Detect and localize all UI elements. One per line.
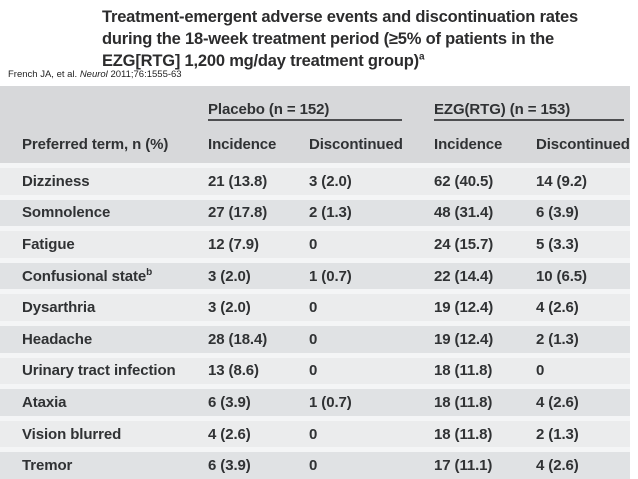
column-header-row: Preferred term, n (%) Incidence Disconti… xyxy=(0,126,630,163)
value-cell: 10 (6.5) xyxy=(536,267,587,285)
term-cell: Fatigue xyxy=(22,235,75,253)
table-row: Urinary tract infection 13 (8.6) 0 18 (1… xyxy=(0,352,630,385)
col-header-preferred-term: Preferred term, n (%) xyxy=(22,136,169,153)
term-cell: Ataxia xyxy=(22,393,67,411)
value-cell: 2 (1.3) xyxy=(536,425,579,443)
group-header-ezg: EZG(RTG) (n = 153) xyxy=(434,100,571,118)
value-cell: 22 (14.4) xyxy=(434,267,494,285)
term-cell: Confusional stateb xyxy=(22,267,153,285)
value-cell: 24 (15.7) xyxy=(434,235,494,253)
value-cell: 48 (31.4) xyxy=(434,204,494,222)
value-cell: 5 (3.3) xyxy=(536,235,579,253)
ezg-underline xyxy=(434,119,624,121)
value-cell: 1 (0.7) xyxy=(309,393,352,411)
value-cell: 0 xyxy=(309,457,318,475)
table-row: Dysarthria 3 (2.0) 0 19 (12.4) 4 (2.6) xyxy=(0,289,630,321)
slide-title: Treatment-emergent adverse events and di… xyxy=(102,6,578,72)
value-cell: 0 xyxy=(309,362,318,380)
title-line-2: during the 18-week treatment period (≥5%… xyxy=(102,30,554,48)
value-cell: 6 (3.9) xyxy=(208,393,251,411)
value-cell: 2 (1.3) xyxy=(309,204,352,222)
value-cell: 2 (1.3) xyxy=(536,330,579,348)
term-cell: Dysarthria xyxy=(22,299,96,317)
value-cell: 18 (11.8) xyxy=(434,393,493,411)
col-header-placebo-incidence: Incidence xyxy=(208,136,277,153)
value-cell: 4 (2.6) xyxy=(536,457,579,475)
value-cell: 62 (40.5) xyxy=(434,172,494,190)
col-header-ezg-discontinued: Discontinued xyxy=(536,136,630,153)
value-cell: 18 (11.8) xyxy=(434,362,493,380)
table-row: Tremor 6 (3.9) 0 17 (11.1) 4 (2.6) xyxy=(0,447,630,479)
value-cell: 6 (3.9) xyxy=(536,204,579,222)
footnote-marker-b: b xyxy=(146,267,153,278)
value-cell: 1 (0.7) xyxy=(309,267,352,285)
term-cell: Vision blurred xyxy=(22,425,122,443)
term-cell: Somnolence xyxy=(22,204,111,222)
value-cell: 0 xyxy=(309,425,318,443)
adverse-events-table: Placebo (n = 152) EZG(RTG) (n = 153) Pre… xyxy=(0,86,630,479)
value-cell: 3 (2.0) xyxy=(208,267,251,285)
journal-name: Neurol xyxy=(79,69,108,80)
value-cell: 19 (12.4) xyxy=(434,330,494,348)
table-row: Headache 28 (18.4) 0 19 (12.4) 2 (1.3) xyxy=(0,320,630,353)
title-line-1: Treatment-emergent adverse events and di… xyxy=(102,8,579,26)
table-body: Dizziness 21 (13.8) 3 (2.0) 62 (40.5) 14… xyxy=(0,163,630,479)
value-cell: 6 (3.9) xyxy=(208,457,251,475)
table-row: Ataxia 6 (3.9) 1 (0.7) 18 (11.8) 4 (2.6) xyxy=(0,384,630,416)
title-footnote-marker: a xyxy=(418,51,425,63)
table-row: Confusional stateb 3 (2.0) 1 (0.7) 22 (1… xyxy=(0,257,630,290)
value-cell: 0 xyxy=(309,330,318,348)
value-cell: 0 xyxy=(536,362,545,380)
table-row: Somnolence 27 (17.8) 2 (1.3) 48 (31.4) 6… xyxy=(0,194,630,227)
value-cell: 13 (8.6) xyxy=(208,362,259,380)
term-cell: Urinary tract infection xyxy=(22,362,176,380)
value-cell: 4 (2.6) xyxy=(208,425,251,443)
term-cell: Dizziness xyxy=(22,172,90,190)
value-cell: 12 (7.9) xyxy=(208,235,259,253)
placebo-underline xyxy=(208,119,402,121)
table-row: Fatigue 12 (7.9) 0 24 (15.7) 5 (3.3) xyxy=(0,226,630,258)
group-header-placebo: Placebo (n = 152) xyxy=(208,100,330,118)
table-row: Dizziness 21 (13.8) 3 (2.0) 62 (40.5) 14… xyxy=(0,163,630,195)
value-cell: 3 (2.0) xyxy=(309,172,352,190)
term-cell: Tremor xyxy=(22,457,73,475)
term-cell: Headache xyxy=(22,330,93,348)
value-cell: 3 (2.0) xyxy=(208,299,251,317)
value-cell: 14 (9.2) xyxy=(536,172,587,190)
value-cell: 4 (2.6) xyxy=(536,299,579,317)
group-header-row: Placebo (n = 152) EZG(RTG) (n = 153) xyxy=(0,86,630,126)
value-cell: 0 xyxy=(309,235,318,253)
title-line-3: EZG[RTG] 1,200 mg/day treatment group)a xyxy=(102,51,425,70)
col-header-ezg-incidence: Incidence xyxy=(434,136,503,153)
value-cell: 17 (11.1) xyxy=(434,457,493,475)
value-cell: 21 (13.8) xyxy=(208,172,268,190)
value-cell: 27 (17.8) xyxy=(208,204,268,222)
value-cell: 19 (12.4) xyxy=(434,299,494,317)
value-cell: 18 (11.8) xyxy=(434,425,493,443)
value-cell: 0 xyxy=(309,299,318,317)
value-cell: 4 (2.6) xyxy=(536,393,579,411)
table-row: Vision blurred 4 (2.6) 0 18 (11.8) 2 (1.… xyxy=(0,415,630,448)
col-header-placebo-discontinued: Discontinued xyxy=(309,136,403,153)
table-header: Placebo (n = 152) EZG(RTG) (n = 153) Pre… xyxy=(0,86,630,163)
value-cell: 28 (18.4) xyxy=(208,330,268,348)
citation: French JA, et al. Neurol 2011;76:1555-63 xyxy=(8,69,182,80)
